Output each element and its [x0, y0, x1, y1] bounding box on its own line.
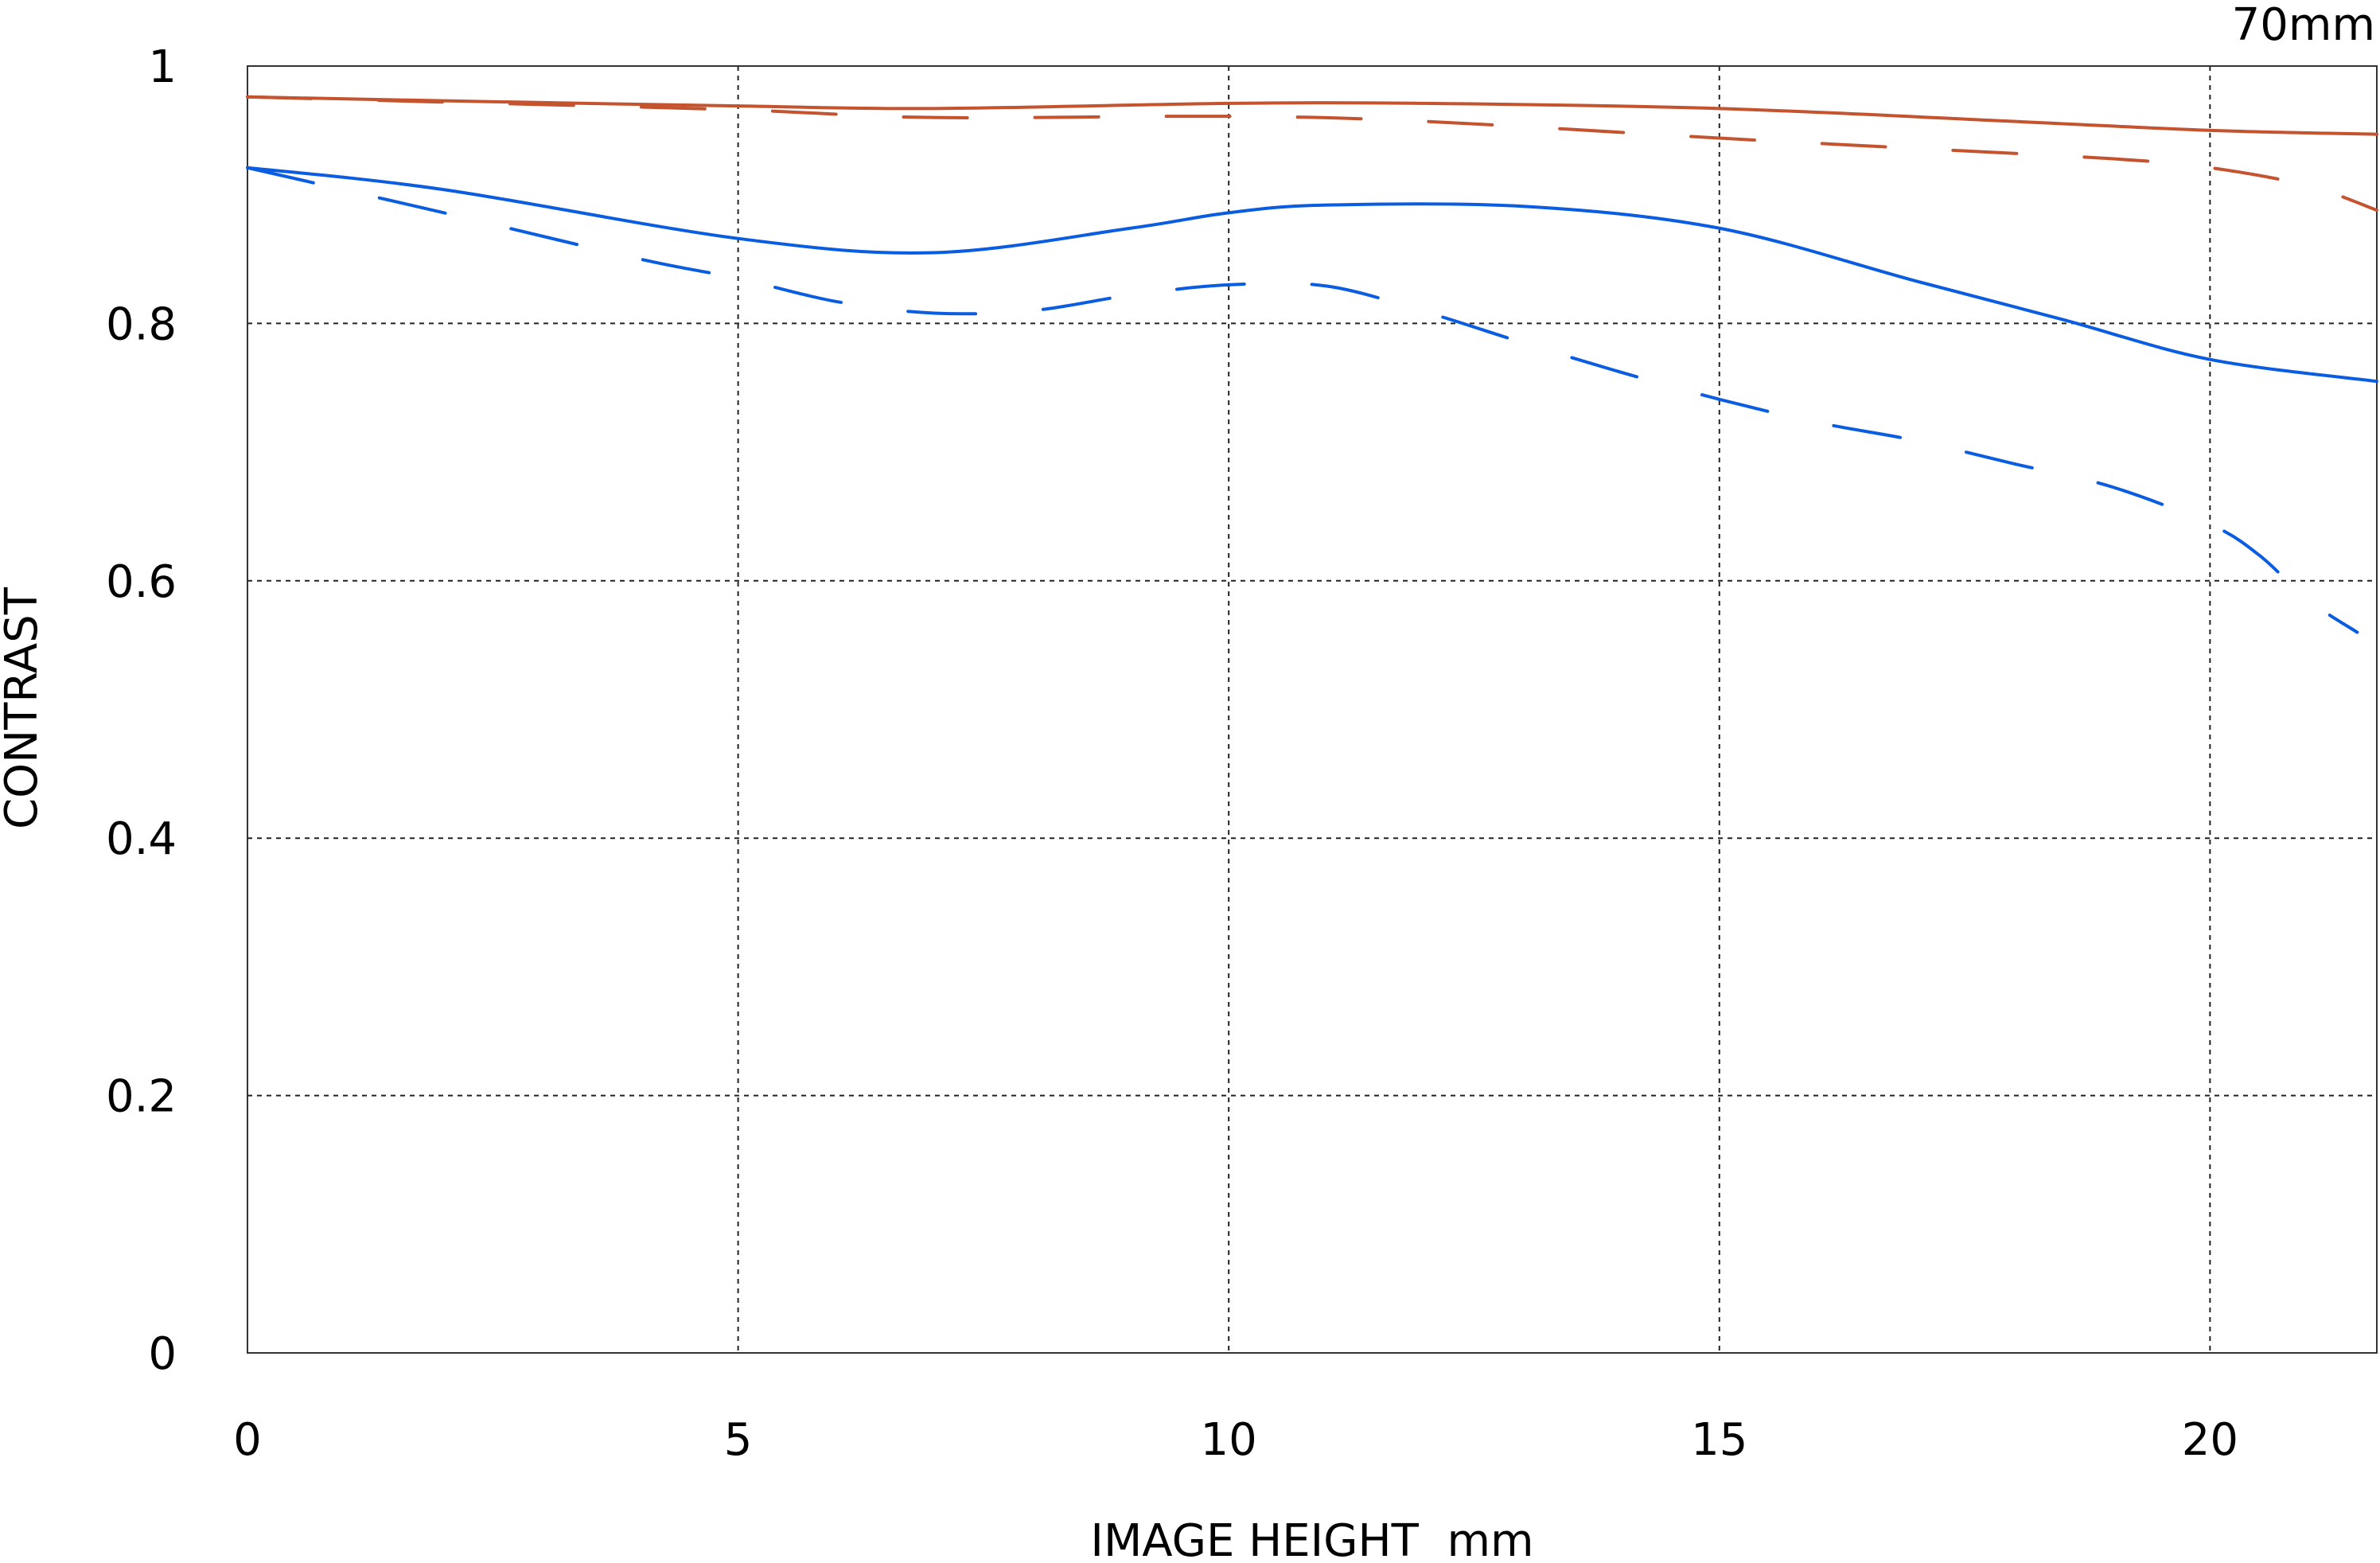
x-tick-label: 0 [233, 1414, 262, 1466]
x-tick-label: 15 [1691, 1414, 1747, 1466]
y-tick-label: 0.8 [106, 298, 177, 350]
series-blue-solid [246, 166, 2378, 384]
series-red-solid [246, 95, 2378, 136]
x-tick-label: 20 [2182, 1414, 2238, 1466]
series-blue-dashed [246, 166, 2359, 634]
x-tick-labels: 0 5 10 15 20 [233, 1414, 2238, 1466]
y-tick-label: 1 [148, 41, 177, 93]
x-tick-label: 10 [1201, 1414, 1257, 1466]
y-tick-label: 0.4 [106, 813, 177, 865]
chart-title: 70mm [2232, 0, 2375, 51]
grid [247, 66, 2377, 1353]
y-tick-label: 0.6 [106, 556, 177, 608]
y-tick-labels: 0 0.2 0.4 0.6 0.8 1 [106, 41, 177, 1380]
series-red-dashed [246, 95, 2378, 212]
y-tick-label: 0 [148, 1328, 177, 1380]
x-tick-label: 5 [724, 1414, 753, 1466]
y-axis-label: CONTRAST [0, 587, 48, 829]
series-group [246, 95, 2378, 634]
y-tick-label: 0.2 [106, 1071, 177, 1123]
plot-frame [247, 65, 2378, 1354]
x-axis-label: IMAGE HEIGHT mm [1090, 1515, 1533, 1563]
